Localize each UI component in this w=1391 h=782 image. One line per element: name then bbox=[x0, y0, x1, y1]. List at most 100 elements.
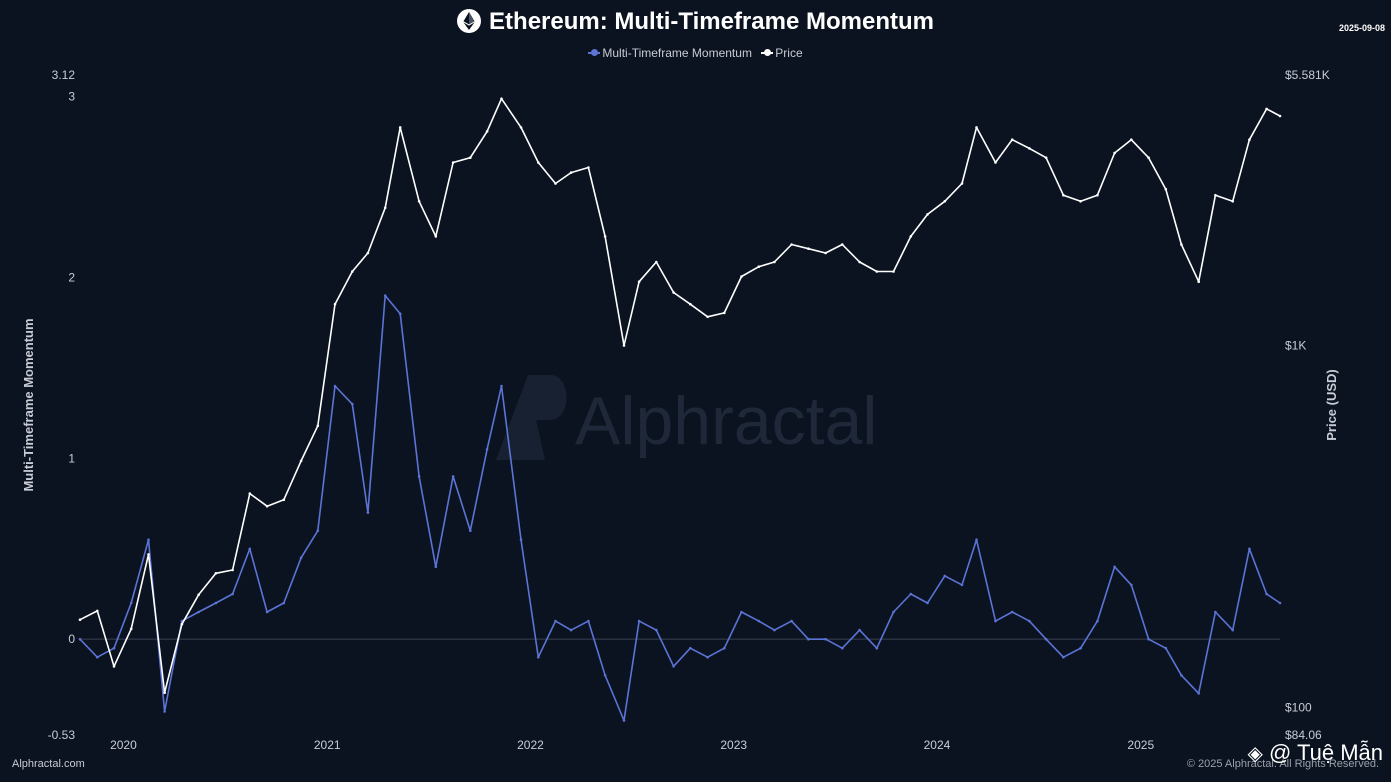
left-tick-label: 2 bbox=[68, 271, 75, 285]
momentum-point bbox=[757, 619, 761, 623]
legend-label-momentum: Multi-Timeframe Momentum bbox=[602, 46, 752, 60]
left-axis: 3.12 3 2 1 0 -0.53 bbox=[48, 68, 76, 742]
price-point bbox=[147, 553, 150, 556]
price-point bbox=[417, 200, 421, 203]
price-point bbox=[1010, 138, 1014, 141]
price-point bbox=[569, 171, 573, 174]
momentum-point bbox=[214, 601, 218, 605]
watermark: Alphractal bbox=[496, 375, 877, 460]
date-stamp: 2025-09-08 bbox=[1338, 23, 1385, 33]
right-tick-label: $84.06 bbox=[1285, 728, 1322, 742]
momentum-point bbox=[655, 628, 658, 632]
price-point bbox=[994, 161, 997, 164]
left-tick-label: 0 bbox=[68, 632, 75, 646]
right-axis: $5.581K $1K $100 $84.06 bbox=[1285, 68, 1330, 742]
price-point bbox=[960, 182, 964, 185]
left-tick-label: 3 bbox=[68, 90, 75, 104]
right-tick-label: $5.581K bbox=[1285, 68, 1330, 82]
momentum-point bbox=[1130, 583, 1133, 587]
momentum-point bbox=[417, 475, 421, 478]
momentum-point bbox=[603, 674, 607, 677]
momentum-point bbox=[706, 655, 709, 659]
momentum-point bbox=[773, 628, 776, 632]
momentum-point bbox=[366, 511, 370, 514]
momentum-point bbox=[943, 574, 947, 578]
momentum-point bbox=[723, 646, 726, 650]
price-point bbox=[1079, 200, 1082, 203]
watermark-logo-icon bbox=[496, 375, 567, 460]
price-line bbox=[79, 97, 1281, 694]
price-point bbox=[537, 161, 540, 164]
price-point bbox=[1265, 107, 1268, 111]
footer-source[interactable]: Alphractal.com bbox=[12, 758, 85, 770]
price-point bbox=[180, 622, 184, 626]
momentum-point bbox=[740, 610, 743, 614]
price-point bbox=[1231, 200, 1234, 203]
price-point bbox=[316, 424, 320, 428]
momentum-point bbox=[147, 538, 150, 541]
price-point bbox=[231, 568, 234, 572]
price-point bbox=[909, 235, 913, 238]
momentum-point bbox=[1180, 674, 1183, 677]
momentum-point bbox=[1028, 619, 1031, 623]
right-axis-title: Price (USD) bbox=[1324, 369, 1339, 441]
price-point bbox=[197, 593, 200, 597]
price-point bbox=[500, 97, 503, 100]
momentum-point bbox=[265, 610, 269, 614]
momentum-point bbox=[1079, 646, 1082, 650]
legend-item-momentum[interactable]: Multi-Timeframe Momentum bbox=[588, 46, 752, 60]
legend-swatch-momentum bbox=[588, 49, 601, 57]
momentum-point bbox=[975, 538, 978, 541]
momentum-point bbox=[858, 628, 861, 632]
momentum-point bbox=[926, 601, 929, 605]
momentum-point bbox=[1164, 646, 1168, 650]
price-point bbox=[892, 270, 895, 273]
momentum-point bbox=[96, 655, 99, 659]
price-point bbox=[672, 291, 675, 294]
price-point bbox=[248, 492, 252, 495]
x-tick-label: 2021 bbox=[314, 738, 341, 752]
momentum-point bbox=[790, 619, 793, 623]
price-point bbox=[1278, 114, 1282, 118]
momentum-point bbox=[841, 646, 844, 650]
legend-item-price[interactable]: Price bbox=[761, 46, 803, 60]
price-point bbox=[265, 504, 269, 508]
x-tick-label: 2025 bbox=[1127, 738, 1154, 752]
price-point bbox=[469, 156, 472, 159]
price-point bbox=[1113, 151, 1116, 155]
chart-title-row: Ethereum: Multi-Timeframe Momentum bbox=[0, 8, 1391, 36]
price-point bbox=[129, 627, 133, 631]
price-point bbox=[807, 247, 810, 250]
momentum-point bbox=[163, 710, 166, 713]
price-point bbox=[398, 126, 402, 129]
momentum-point bbox=[672, 665, 675, 668]
price-point bbox=[689, 302, 692, 306]
price-point bbox=[1147, 156, 1150, 159]
momentum-point bbox=[1096, 619, 1099, 623]
price-point bbox=[78, 618, 82, 621]
legend-swatch-price bbox=[761, 49, 774, 57]
price-point bbox=[757, 265, 761, 269]
momentum-point bbox=[519, 538, 523, 541]
binance-logo-icon: ◈ bbox=[1247, 743, 1263, 765]
price-point bbox=[603, 235, 607, 238]
price-point bbox=[824, 251, 827, 255]
x-axis: 2020 2021 2022 2023 2024 2025 bbox=[110, 738, 1154, 752]
momentum-point bbox=[282, 601, 286, 605]
momentum-point bbox=[807, 637, 810, 641]
author-handle-text: @ Tuệ Mẫn bbox=[1268, 740, 1383, 765]
right-tick-label: $1K bbox=[1285, 338, 1306, 352]
momentum-point bbox=[398, 312, 402, 316]
price-point bbox=[214, 572, 218, 575]
right-tick-label: $100 bbox=[1285, 701, 1312, 715]
momentum-point bbox=[892, 610, 895, 614]
price-point bbox=[163, 691, 166, 694]
momentum-point bbox=[1010, 610, 1014, 614]
momentum-point bbox=[637, 619, 641, 623]
momentum-point bbox=[1278, 601, 1282, 605]
momentum-point bbox=[909, 592, 913, 596]
chart-legend: Multi-Timeframe Momentum Price bbox=[0, 46, 1391, 60]
momentum-point bbox=[500, 384, 503, 388]
